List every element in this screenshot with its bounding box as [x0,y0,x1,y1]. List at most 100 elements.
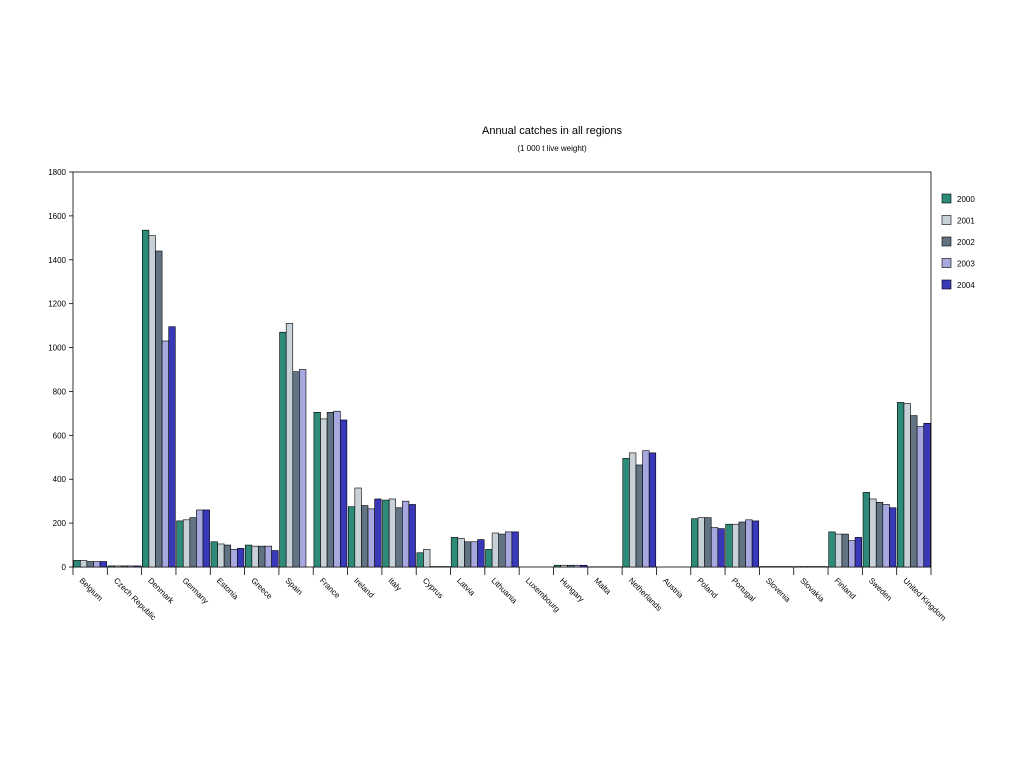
x-tick-label: Estonia [215,576,241,602]
bar [388,498,397,568]
bar [498,533,506,568]
bar [841,533,849,568]
bar [622,458,630,568]
bar [196,509,204,568]
bar [326,411,335,568]
bar [382,499,390,568]
plot-frame [72,171,932,568]
bar [889,507,897,568]
bar [553,564,562,568]
bar [751,520,760,568]
x-tick-label: Denmark [146,576,176,606]
bar [148,235,156,568]
bar [848,540,856,568]
bar [697,517,705,568]
bar [182,519,191,568]
bar [313,411,321,568]
bar [834,533,843,568]
y-tick-label: 1600 [48,212,66,221]
legend-label: 2001 [957,217,975,226]
bar [127,565,135,568]
x-tick-label: Austria [661,576,685,600]
bar [862,492,870,568]
bar [511,531,519,568]
x-tick-label: Ireland [352,576,376,600]
x-tick-label: Hungary [558,576,586,604]
legend-swatch [941,279,952,290]
bar [717,528,725,568]
bar [114,565,122,568]
bar [710,527,719,568]
x-tick-label: Cyprus [421,576,445,600]
bar [285,323,294,568]
x-tick-label: United Kingdom [901,576,948,623]
bar [168,326,176,568]
y-tick-label: 1200 [48,300,66,309]
bar [237,548,245,568]
legend-label: 2003 [957,260,975,269]
bar [882,504,890,568]
bar [210,541,218,568]
bar [189,517,197,568]
bar [339,419,348,568]
x-tick-label: Spain [284,576,305,597]
bar [271,550,279,568]
bar [333,410,341,568]
bar [361,505,369,568]
legend-swatch [941,215,952,225]
bar [93,561,101,568]
bar [142,229,150,568]
bar [464,541,472,568]
x-tick-label: Poland [695,576,719,600]
y-tick-label: 1000 [48,344,66,353]
bar [738,521,746,568]
bar [828,531,836,568]
bar [491,532,500,568]
x-tick-label: Belgium [78,576,105,603]
legend-label: 2002 [957,238,975,247]
bar [869,498,877,568]
bar [560,564,568,568]
bar [580,564,588,568]
bar [320,418,328,568]
bar [416,552,424,568]
bar [923,422,931,568]
x-tick-label: Malta [592,576,613,597]
bar [725,523,733,568]
legend-swatch [941,193,952,204]
bar [374,498,382,568]
bar [244,544,253,568]
x-tick-label: France [318,576,342,600]
legend-swatch [941,236,952,247]
bar [704,517,712,568]
y-tick-label: 400 [53,475,67,484]
x-tick-label: Netherlands [627,576,664,613]
bar [176,520,184,568]
bar [402,500,410,568]
bar [477,539,485,568]
bar [408,504,416,568]
bar [910,415,918,568]
bar [635,464,643,568]
legend-label: 2004 [957,281,975,290]
bar [642,450,650,568]
bar [875,501,884,568]
bar [504,531,513,568]
bar [691,518,699,568]
x-tick-label: Luxembourg [524,576,562,614]
bar [854,537,862,568]
y-tick-label: 800 [53,387,67,396]
bar [903,403,911,568]
bar [648,452,657,568]
bar [347,506,356,568]
bar [916,426,925,568]
bar [457,538,465,568]
bar [567,564,575,568]
bar [367,508,375,568]
bar [86,561,94,568]
bar [629,452,637,568]
bar [485,549,493,568]
bars [73,229,931,568]
